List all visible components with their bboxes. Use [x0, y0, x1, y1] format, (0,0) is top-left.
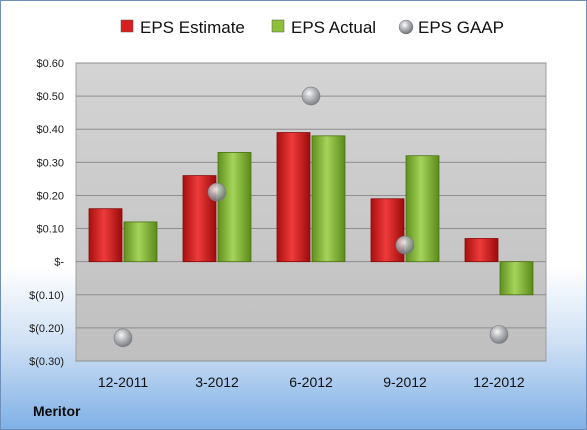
bar-actual [499, 261, 534, 296]
plot-area [75, 62, 547, 362]
y-tick-label: $0.40 [36, 124, 64, 136]
x-tick-label: 12-2011 [98, 374, 149, 390]
y-tick-label: $0.10 [36, 224, 64, 236]
bar-estimate [88, 208, 123, 263]
y-tick-label: $- [54, 257, 64, 269]
y-tick-label: $0.20 [36, 190, 64, 202]
y-tick-label: $0.30 [36, 157, 64, 169]
gaap-markers [113, 86, 509, 348]
bar-actual [217, 151, 252, 263]
legend-swatch [398, 19, 414, 35]
y-tick-label: $(0.20) [29, 323, 64, 335]
x-tick-label: 3-2012 [195, 374, 239, 390]
legend-label: EPS Estimate [140, 18, 245, 37]
legend-label: EPS Actual [291, 18, 376, 37]
x-tick-label: 6-2012 [289, 374, 333, 390]
legend-swatch [120, 19, 134, 33]
legend-swatch [271, 19, 285, 33]
x-tick-label: 9-2012 [383, 374, 427, 390]
bar-actual [311, 135, 346, 263]
y-tick-label: $(0.30) [29, 356, 64, 368]
y-tick-label: $0.50 [36, 91, 64, 103]
gaap-marker [207, 182, 227, 202]
x-tick-label: 12-2012 [473, 374, 525, 390]
gaap-marker [301, 86, 321, 106]
company-name: Meritor [33, 403, 81, 419]
y-axis: $0.60 $0.50 $0.40 $0.30 $0.20 $0.10 $- $(0.10) $… [29, 58, 64, 368]
y-tick-label: $0.60 [36, 58, 64, 70]
gaap-marker [113, 328, 133, 348]
bar-estimate [464, 238, 499, 263]
bar-estimate [276, 132, 311, 263]
gaap-marker [395, 235, 415, 255]
gaap-marker [489, 325, 509, 344]
y-tick-label: $(0.10) [29, 290, 64, 302]
legend-label: EPS GAAP [418, 18, 504, 37]
x-axis: 12-2011 3-2012 6-2012 9-2012 12-2012 [98, 374, 525, 390]
bar-actual [123, 221, 158, 263]
legend: EPS Estimate EPS Actual EPS GAAP [120, 18, 504, 37]
